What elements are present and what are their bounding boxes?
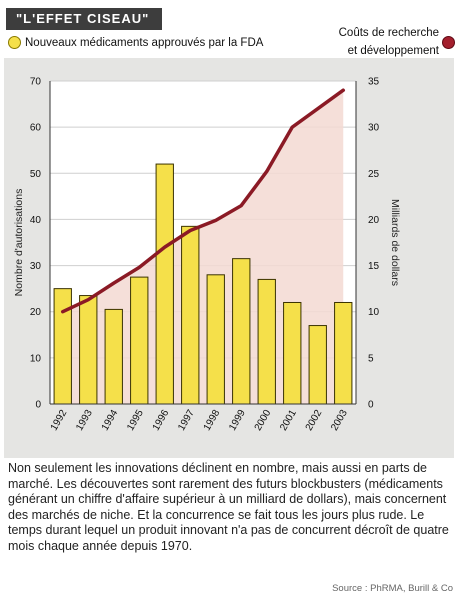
left-tick-label: 0	[35, 400, 41, 411]
right-axis-title: Milliards de dollars	[389, 199, 401, 286]
bar-2000	[257, 278, 276, 405]
bar-2001	[283, 301, 302, 405]
right-tick-label: 35	[368, 77, 380, 88]
right-tick-label: 25	[368, 169, 380, 180]
yellow-dot-icon	[8, 36, 21, 49]
left-tick-label: 30	[30, 261, 42, 272]
left-tick-label: 40	[30, 215, 42, 226]
legend-bars: Nouveaux médicaments approuvés par la FD…	[8, 36, 263, 49]
bar-1995	[130, 276, 149, 405]
left-axis-title: Nombre d'autorisations	[13, 189, 25, 297]
chart-area: 0 10 20 30 40 50 60 70 0 5 10 15 20 25 30 35 Nombre d'au…	[4, 58, 454, 458]
left-tick-label: 20	[30, 307, 42, 318]
bar-1997	[181, 225, 200, 405]
legend-line-label-1: Coûts de recherche	[338, 27, 439, 39]
left-tick-label: 60	[30, 123, 42, 134]
legend-line-label-2: et développement	[347, 45, 439, 57]
source-note: Source : PhRMA, Burill & Co	[332, 583, 453, 594]
right-tick-label: 10	[368, 307, 380, 318]
bar-1993	[79, 295, 98, 405]
chart-caption: Non seulement les innovations déclinent …	[8, 461, 449, 553]
left-tick-label: 50	[30, 169, 42, 180]
legend-bars-label: Nouveaux médicaments approuvés par la FD…	[25, 36, 264, 49]
bar-1996	[155, 163, 174, 405]
right-tick-label: 5	[368, 353, 374, 364]
right-tick-label: 0	[368, 400, 374, 411]
bar-1999	[232, 258, 251, 405]
right-tick-label: 20	[368, 215, 380, 226]
bar-1992	[53, 288, 72, 405]
legend-line: Coûts de recherche et développement	[339, 24, 439, 60]
right-tick-label: 30	[368, 123, 380, 134]
bar-1998	[206, 274, 225, 405]
cost-line	[61, 88, 345, 314]
bar-2003	[334, 301, 353, 405]
left-tick-label: 70	[30, 77, 42, 88]
bar-1994	[104, 308, 123, 405]
bar-2002	[308, 325, 327, 405]
red-dot-icon	[442, 36, 455, 49]
left-tick-label: 10	[30, 353, 42, 364]
right-tick-label: 15	[368, 261, 380, 272]
chart-title: "L'EFFET CISEAU"	[6, 8, 162, 30]
